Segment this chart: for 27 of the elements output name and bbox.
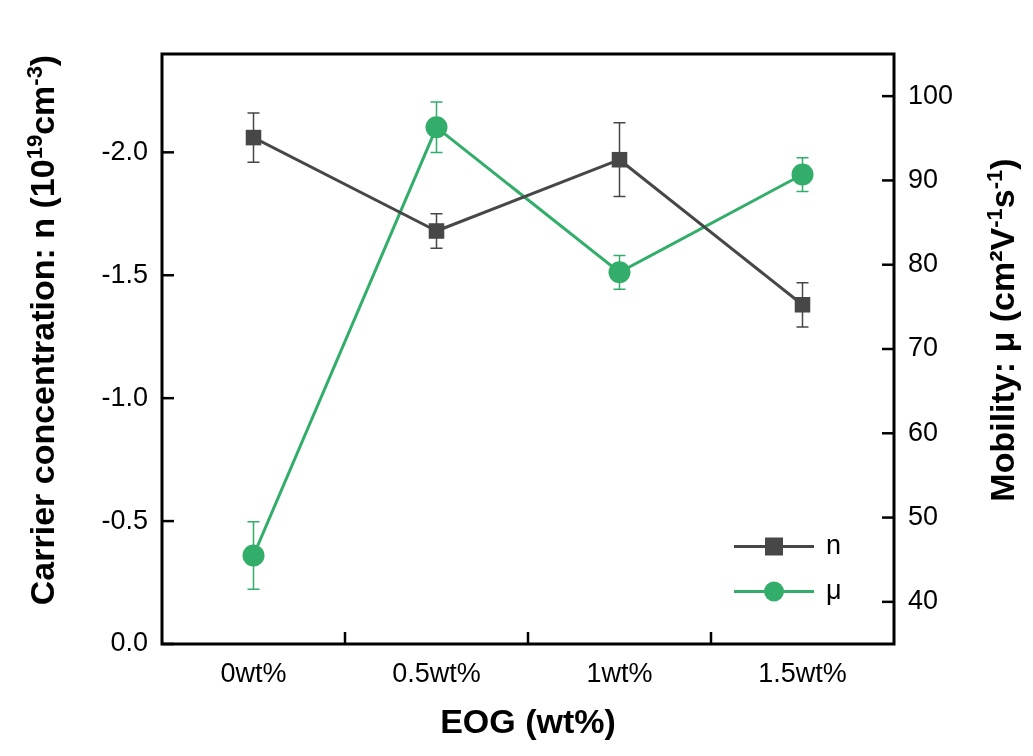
point <box>794 296 811 313</box>
y-tick-label: -1.5 <box>101 258 148 289</box>
y-tick-label: -1.0 <box>101 381 148 412</box>
x-tick-label: 1wt% <box>586 657 653 688</box>
point <box>242 544 265 567</box>
y-tick-label: -2.0 <box>101 135 148 166</box>
y2-tick-label: 100 <box>908 79 954 110</box>
y2-tick-label: 60 <box>908 416 939 447</box>
y2-tick-label: 50 <box>908 501 939 532</box>
point <box>611 151 628 168</box>
legend-label: μ <box>826 574 842 605</box>
x-tick-label: 0wt% <box>220 657 287 688</box>
y2-tick-label: 90 <box>908 163 939 194</box>
y2-tick-label: 70 <box>908 332 939 363</box>
x-tick-label: 1.5wt% <box>758 657 847 688</box>
y-tick-label: -0.5 <box>101 504 148 535</box>
point <box>425 116 448 139</box>
point <box>791 163 814 186</box>
point <box>608 261 631 284</box>
y2-tick-label: 40 <box>908 585 939 616</box>
legend-label: n <box>826 529 842 560</box>
point <box>428 223 445 239</box>
point <box>245 129 262 146</box>
x-axis-title: EOG (wt%) <box>440 702 616 741</box>
x-tick-label: 0.5wt% <box>392 657 481 688</box>
y2-tick-label: 80 <box>908 248 939 279</box>
y-tick-label: 0.0 <box>110 627 148 658</box>
